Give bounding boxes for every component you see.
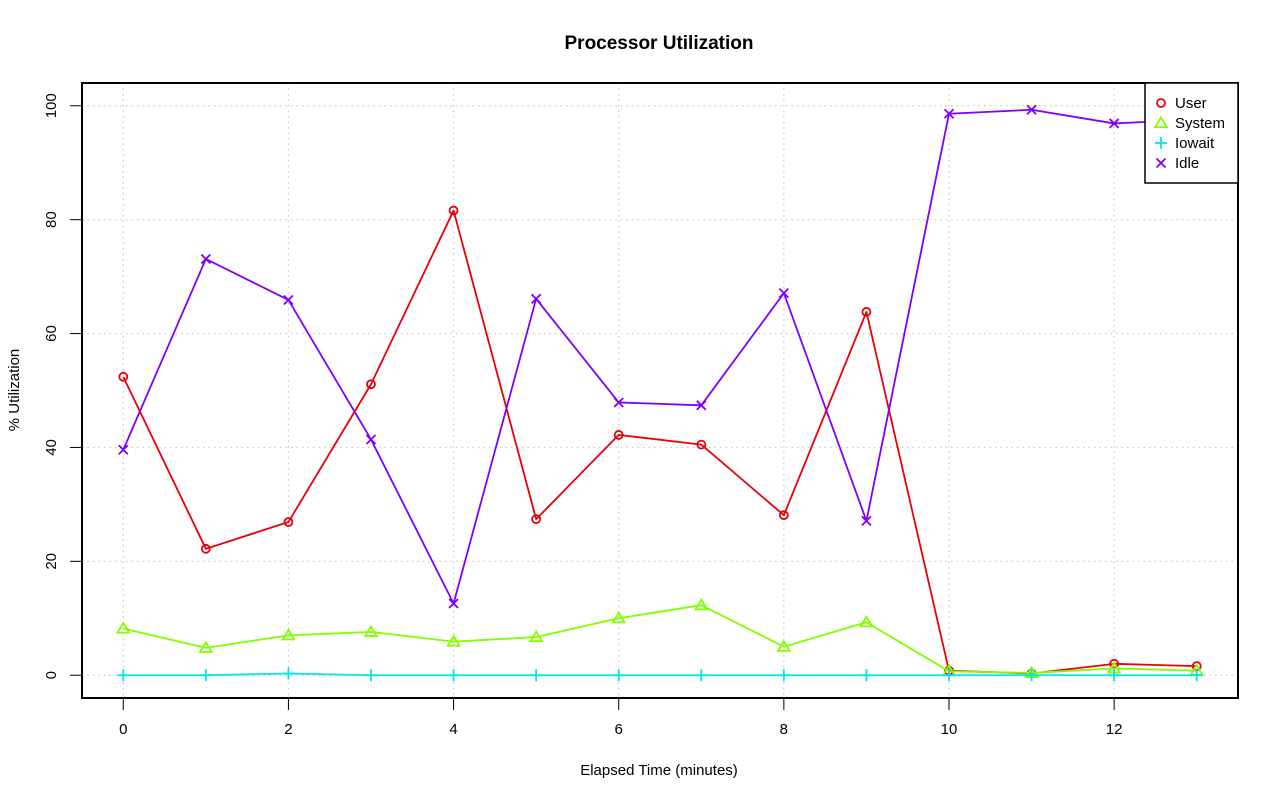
data-point-idle bbox=[696, 400, 707, 411]
legend-marker-system bbox=[1153, 115, 1169, 129]
series-line-idle bbox=[122, 108, 1197, 605]
data-point-iowait bbox=[199, 669, 212, 682]
data-point-idle bbox=[365, 434, 377, 445]
y-tick-label: 80 bbox=[43, 211, 60, 228]
plot-frame bbox=[81, 82, 1239, 699]
grid bbox=[82, 83, 1238, 698]
series-line-system bbox=[123, 604, 1197, 674]
data-point-iowait bbox=[447, 669, 460, 682]
data-point-system bbox=[528, 629, 544, 643]
legend-item-iowait: Iowait bbox=[1155, 135, 1215, 152]
x-tick-label: 4 bbox=[449, 721, 457, 738]
data-point-idle bbox=[118, 444, 129, 455]
series-user bbox=[118, 205, 1202, 679]
series-line-user bbox=[122, 209, 1197, 675]
data-point-user bbox=[200, 543, 211, 554]
data-point-iowait bbox=[695, 669, 708, 682]
data-point-iowait bbox=[943, 669, 955, 682]
legend-marker-user bbox=[1156, 98, 1166, 108]
x-tick-label: 0 bbox=[119, 721, 127, 738]
legend-label-system: System bbox=[1175, 115, 1225, 132]
data-point-idle bbox=[200, 253, 211, 265]
legend: User System Iowait Idle bbox=[1144, 82, 1239, 184]
legend-item-idle: Idle bbox=[1155, 155, 1199, 172]
data-point-iowait bbox=[282, 667, 295, 680]
series-iowait bbox=[117, 667, 1203, 682]
data-point-system bbox=[446, 634, 461, 647]
data-point-user bbox=[366, 379, 376, 390]
data-point-user bbox=[613, 430, 624, 440]
legend-marker-idle bbox=[1155, 157, 1167, 169]
y-tick-label: 100 bbox=[43, 93, 60, 118]
y-tick-label: 0 bbox=[43, 671, 60, 679]
y-tick-label: 40 bbox=[43, 439, 60, 456]
data-point-idle bbox=[778, 287, 789, 299]
data-point-idle bbox=[531, 293, 542, 304]
x-axis-title: Elapsed Time (minutes) bbox=[580, 762, 738, 779]
data-point-user bbox=[283, 517, 294, 527]
data-point-idle bbox=[1026, 104, 1037, 115]
data-point-iowait bbox=[860, 669, 873, 682]
y-axis-title: % Utilization bbox=[6, 349, 23, 432]
data-point-idle bbox=[943, 108, 955, 119]
x-tick-label: 2 bbox=[284, 721, 292, 738]
series-system bbox=[115, 597, 1205, 678]
data-point-iowait bbox=[1108, 669, 1121, 682]
data-point-iowait bbox=[365, 669, 377, 682]
data-point-system bbox=[281, 628, 296, 641]
data-point-idle bbox=[1109, 118, 1120, 129]
data-point-iowait bbox=[1025, 669, 1038, 682]
series-idle bbox=[118, 104, 1202, 609]
data-point-user bbox=[118, 371, 129, 382]
legend-label-idle: Idle bbox=[1175, 155, 1199, 172]
data-point-idle bbox=[283, 294, 294, 306]
x-tick-label: 12 bbox=[1106, 721, 1123, 738]
data-point-iowait bbox=[1190, 669, 1203, 682]
data-point-idle bbox=[448, 598, 459, 609]
axes: 0 2 4 6 8 10 12 0 20 40 60 80 100 bbox=[43, 93, 1122, 738]
data-point-system bbox=[859, 615, 874, 628]
legend-item-system: System bbox=[1153, 115, 1225, 132]
y-tick-label: 20 bbox=[43, 553, 60, 570]
data-point-system bbox=[693, 597, 709, 611]
legend-item-user: User bbox=[1156, 95, 1207, 112]
chart-title: Processor Utilization bbox=[565, 33, 754, 54]
data-point-system bbox=[115, 621, 131, 634]
legend-marker-iowait bbox=[1155, 137, 1167, 149]
data-point-system bbox=[198, 640, 214, 653]
x-tick-label: 10 bbox=[941, 721, 958, 738]
legend-label-iowait: Iowait bbox=[1175, 135, 1215, 152]
data-point-user bbox=[448, 205, 459, 216]
data-point-system bbox=[611, 611, 627, 624]
data-point-iowait bbox=[117, 669, 130, 682]
legend-label-user: User bbox=[1175, 95, 1207, 112]
data-point-user bbox=[696, 439, 707, 450]
data-point-iowait bbox=[777, 669, 790, 682]
y-tick-label: 60 bbox=[43, 325, 60, 342]
data-point-user bbox=[861, 307, 872, 317]
series-line-iowait bbox=[123, 672, 1197, 677]
data-point-system bbox=[776, 639, 792, 652]
data-point-system bbox=[363, 624, 379, 637]
data-point-user bbox=[531, 514, 542, 525]
data-point-iowait bbox=[530, 669, 543, 682]
series-layer bbox=[115, 104, 1205, 682]
data-point-idle bbox=[861, 515, 872, 527]
data-point-iowait bbox=[612, 669, 625, 682]
x-tick-label: 6 bbox=[615, 721, 623, 738]
x-tick-label: 8 bbox=[780, 721, 788, 738]
data-point-user bbox=[778, 510, 789, 521]
data-point-idle bbox=[613, 397, 624, 408]
